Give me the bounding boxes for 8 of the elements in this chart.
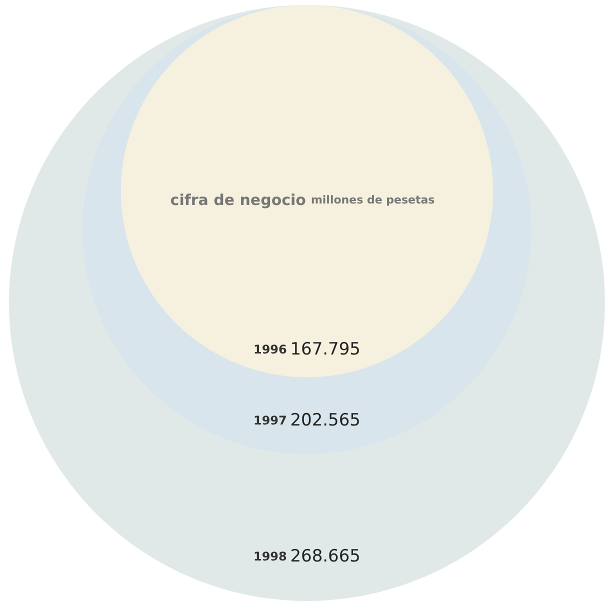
text: millones de pesetas (310, 194, 436, 206)
data-label: 268.665 (290, 546, 361, 566)
category-label: 1996 (253, 342, 287, 356)
text: cifra de negocio (170, 191, 306, 209)
category-label: 1997 (253, 414, 287, 428)
data-label: 167.795 (290, 339, 361, 360)
data-label: 202.565 (290, 410, 361, 431)
category-label: 1998 (253, 549, 287, 564)
